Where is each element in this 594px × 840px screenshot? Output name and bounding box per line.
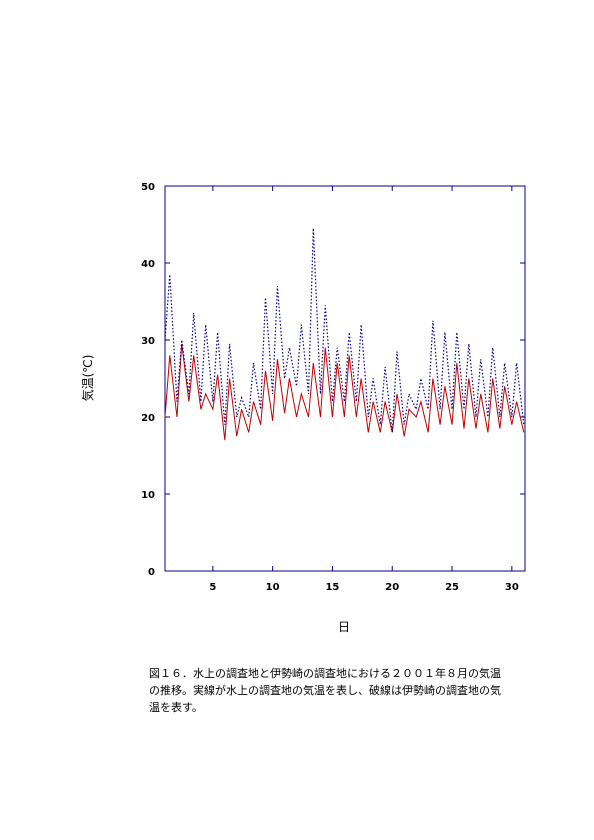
caption-line: 図１６．水上の調査地と伊勢崎の調査地における２００１年８月の気温 xyxy=(149,667,501,680)
y-tick-label: 10 xyxy=(141,490,155,501)
y-tick-label: 30 xyxy=(141,336,155,347)
x-tick-label: 25 xyxy=(445,582,459,593)
x-tick-label: 5 xyxy=(209,582,216,593)
x-axis-label: 日 xyxy=(338,620,350,634)
y-tick-label: 20 xyxy=(141,413,155,424)
y-tick-label: 50 xyxy=(141,182,155,193)
x-tick-label: 30 xyxy=(505,582,519,593)
caption-line: 温を表す。 xyxy=(149,701,203,714)
caption-line: の推移。実線が水上の調査地の気温を表し、破線は伊勢崎の調査地の気 xyxy=(149,684,501,697)
series-line xyxy=(164,228,525,433)
x-tick-label: 20 xyxy=(385,582,399,593)
series-line xyxy=(164,343,525,441)
y-tick-label: 0 xyxy=(148,567,155,578)
chart: 日 気温(℃) 0 10 20 30 40 50 5 10 15 20 25 30 xyxy=(80,182,526,634)
x-tick-label: 15 xyxy=(325,582,339,593)
y-axis-label: 気温(℃) xyxy=(80,355,95,402)
plot-frame xyxy=(164,185,526,572)
x-tick-label: 10 xyxy=(266,582,280,593)
caption: 図１６．水上の調査地と伊勢崎の調査地における２００１年８月の気温 の推移。実線が水… xyxy=(149,665,544,716)
y-tick-label: 40 xyxy=(141,259,155,270)
